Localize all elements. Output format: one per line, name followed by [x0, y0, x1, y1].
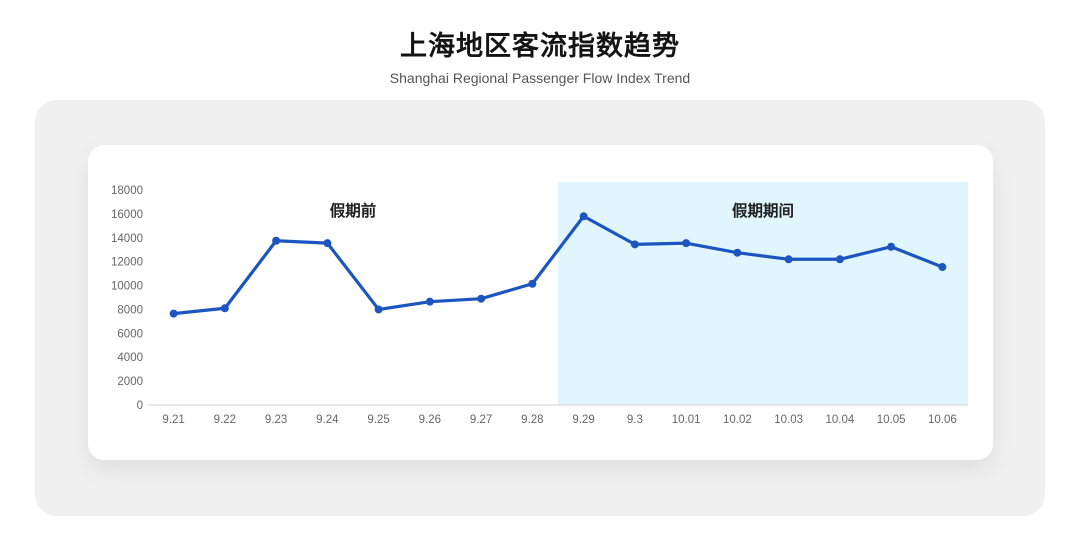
- data-point: [733, 248, 742, 257]
- x-axis-label: 9.22: [214, 414, 236, 426]
- x-axis-label: 9.29: [572, 414, 594, 426]
- y-axis-label: 16000: [111, 209, 143, 221]
- data-point: [630, 240, 639, 249]
- y-axis-label: 2000: [117, 376, 143, 388]
- x-axis-label: 10.06: [928, 414, 957, 426]
- x-axis-label: 9.3: [627, 414, 643, 426]
- x-axis-label: 9.24: [316, 414, 339, 426]
- y-axis-label: 14000: [111, 233, 143, 245]
- data-point: [784, 255, 793, 264]
- x-axis-label: 10.02: [723, 414, 752, 426]
- annotation-holiday-period: 假期期间: [732, 201, 794, 220]
- trend-line: [172, 214, 944, 316]
- data-point: [272, 236, 281, 245]
- data-point: [528, 279, 537, 288]
- y-axis-label: 8000: [117, 304, 143, 316]
- data-point: [169, 309, 178, 318]
- x-axis-label: 9.26: [419, 414, 441, 426]
- y-axis-label: 6000: [117, 328, 143, 340]
- x-axis-label: 10.05: [877, 414, 906, 426]
- x-axis-label: 9.28: [521, 414, 543, 426]
- chart-card: 0 2000 4000 6000 8000 10000 12000 14000 16000 180…: [88, 145, 993, 460]
- y-axis-label: 18000: [111, 185, 143, 197]
- x-axis-label: 10.04: [825, 414, 854, 426]
- x-axis-label: 10.01: [672, 414, 701, 426]
- x-axis-label: 9.21: [162, 414, 184, 426]
- x-axis-label: 9.27: [470, 414, 492, 426]
- x-axis-label: 9.25: [367, 414, 389, 426]
- data-point: [835, 255, 844, 264]
- outer-panel: 0 2000 4000 6000 8000 10000 12000 14000 16000 180…: [35, 100, 1045, 516]
- x-axis-label: 9.23: [265, 414, 287, 426]
- data-point: [579, 212, 588, 221]
- page-subtitle: Shanghai Regional Passenger Flow Index T…: [389, 70, 691, 86]
- annotation-pre-holiday: 假期前: [330, 201, 377, 220]
- y-axis-label: 4000: [117, 352, 143, 364]
- data-point: [425, 297, 434, 306]
- data-point: [887, 242, 896, 251]
- y-axis-label: 0: [137, 400, 143, 412]
- data-point: [374, 305, 383, 314]
- y-axis-label: 10000: [111, 281, 143, 293]
- chart-header: 上海地区客流指数趋势 Shanghai Regional Passenger F…: [0, 24, 1080, 86]
- x-axis-label: 10.03: [774, 414, 803, 426]
- data-point: [938, 263, 947, 272]
- data-point: [323, 239, 332, 248]
- passenger-flow-line-chart: 0 2000 4000 6000 8000 10000 12000 14000 16000 180…: [111, 182, 968, 426]
- y-axis-label: 12000: [111, 257, 143, 269]
- page-title: 上海地区客流指数趋势: [400, 31, 680, 61]
- data-point: [477, 294, 486, 303]
- data-point: [682, 239, 691, 248]
- holiday-highlight-region: [558, 182, 968, 405]
- data-point: [220, 304, 229, 313]
